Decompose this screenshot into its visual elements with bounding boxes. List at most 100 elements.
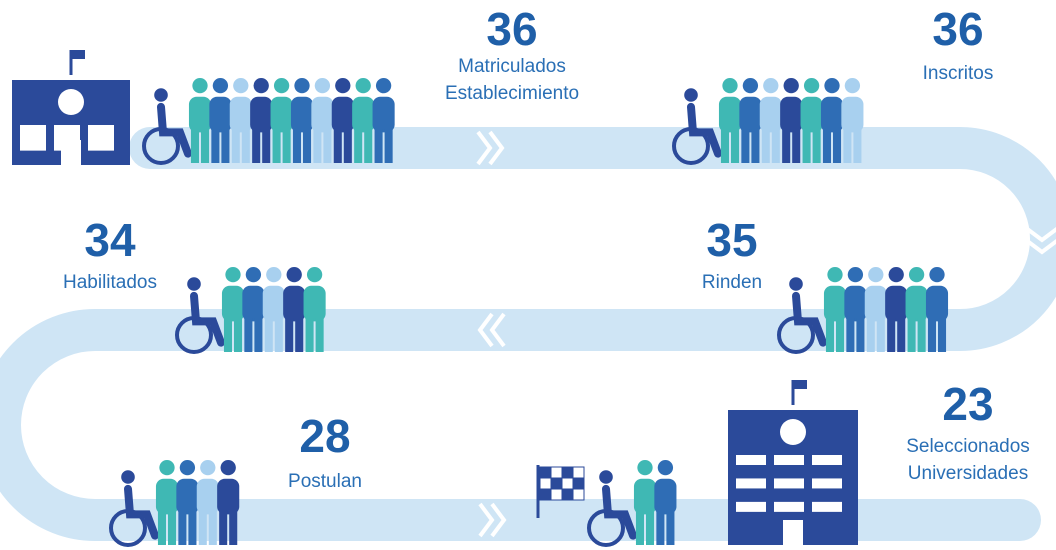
- window: [736, 501, 766, 512]
- head: [253, 78, 269, 94]
- body: [221, 285, 245, 322]
- leg: [264, 318, 273, 352]
- flag-square: [572, 466, 585, 479]
- body: [905, 285, 928, 322]
- leg: [231, 129, 240, 163]
- flag: [71, 50, 85, 59]
- head: [908, 267, 925, 283]
- leg: [856, 318, 865, 352]
- building: [12, 50, 130, 165]
- leg: [771, 129, 780, 163]
- leg: [274, 318, 283, 352]
- window: [774, 501, 804, 512]
- leg: [223, 318, 232, 352]
- head: [888, 267, 904, 283]
- head: [763, 78, 779, 94]
- head: [121, 470, 135, 484]
- head: [294, 78, 310, 94]
- head: [722, 78, 738, 94]
- people: [142, 78, 395, 165]
- wheel: [672, 127, 710, 165]
- leg: [313, 129, 322, 163]
- body: [925, 285, 949, 322]
- body: [262, 285, 285, 322]
- head: [824, 78, 840, 94]
- stage-number: 28: [299, 410, 350, 462]
- body: [654, 478, 677, 515]
- stage-label: Habilitados: [63, 272, 157, 293]
- chevrons: [34, 130, 1056, 538]
- window: [88, 132, 114, 143]
- head: [200, 460, 216, 476]
- window: [812, 478, 842, 489]
- head: [266, 267, 282, 283]
- window: [736, 455, 766, 465]
- leg: [219, 511, 228, 545]
- leg: [792, 129, 801, 163]
- leg: [938, 318, 947, 352]
- people: [587, 460, 677, 547]
- body: [176, 478, 199, 515]
- leg: [190, 129, 199, 163]
- head: [187, 277, 201, 291]
- head: [657, 460, 674, 476]
- leg: [802, 129, 811, 163]
- leg: [822, 129, 831, 163]
- head: [245, 267, 262, 283]
- leg: [262, 129, 271, 163]
- head: [306, 267, 323, 283]
- head: [929, 267, 945, 283]
- body: [196, 478, 219, 515]
- leg: [252, 129, 261, 163]
- clock: [58, 89, 84, 115]
- window: [812, 501, 842, 512]
- leg: [295, 318, 304, 352]
- flag-square: [550, 477, 563, 490]
- leg: [825, 318, 834, 352]
- head: [375, 78, 392, 94]
- head: [827, 267, 843, 283]
- leg: [833, 129, 842, 163]
- leg: [343, 129, 352, 163]
- leg: [917, 318, 926, 352]
- stage-number: 35: [706, 214, 757, 266]
- head: [233, 78, 249, 94]
- door: [783, 520, 803, 545]
- door: [61, 140, 81, 165]
- head: [789, 277, 803, 291]
- body: [250, 96, 273, 133]
- leg: [741, 129, 750, 163]
- body: [217, 478, 240, 515]
- window: [20, 132, 46, 143]
- leg: [315, 318, 324, 352]
- leg: [853, 129, 862, 163]
- window: [88, 125, 114, 135]
- head: [220, 460, 236, 476]
- head: [273, 78, 290, 94]
- leg: [168, 511, 177, 545]
- leg: [221, 129, 230, 163]
- stage-label: Establecimiento: [445, 83, 579, 104]
- flag-square: [550, 488, 563, 501]
- leg: [751, 129, 760, 163]
- leg: [731, 129, 740, 163]
- window: [20, 140, 46, 151]
- head: [684, 88, 698, 102]
- body: [800, 96, 823, 133]
- leg: [323, 129, 332, 163]
- head: [847, 267, 864, 283]
- body: [209, 96, 232, 133]
- leg: [305, 318, 314, 352]
- leg: [354, 129, 363, 163]
- body: [841, 96, 864, 133]
- body: [759, 96, 782, 133]
- people: [777, 267, 949, 354]
- flag: [793, 380, 807, 389]
- window: [54, 132, 80, 143]
- body: [718, 96, 742, 133]
- leg: [333, 129, 342, 163]
- stage-number: 36: [486, 3, 537, 55]
- leg: [666, 511, 675, 545]
- body: [633, 478, 657, 515]
- people: [109, 460, 240, 547]
